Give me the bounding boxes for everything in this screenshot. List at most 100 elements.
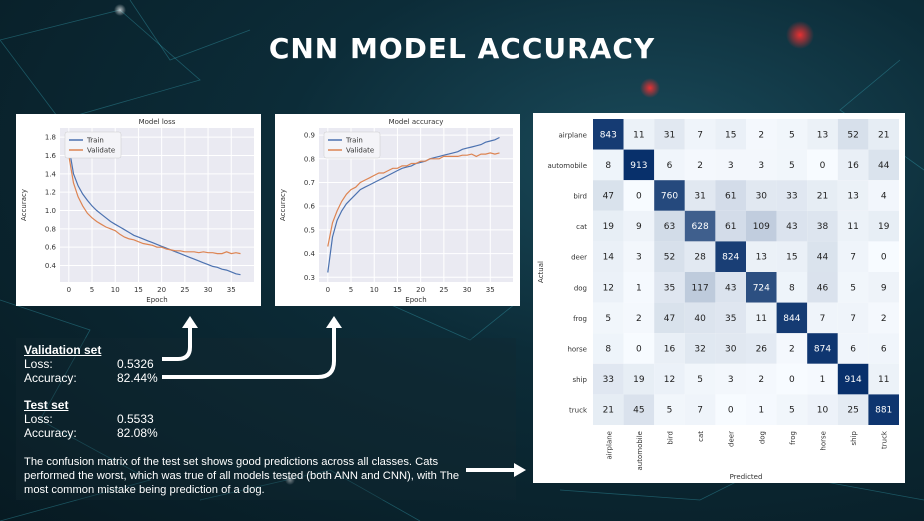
cm-cell xyxy=(868,180,899,211)
test-loss-value: 0.5533 xyxy=(117,412,154,426)
y-tick-label: 1.2 xyxy=(45,189,56,197)
x-tick-label: 5 xyxy=(90,286,94,294)
cm-cell-value: 19 xyxy=(603,222,615,232)
cm-cell-value: 13 xyxy=(817,130,828,140)
loss-chart: 0 5 10 15 20 25 30 35 0.4 0.6 0.8 1.0 1.2 1.4 1.6 1.8 Mo… xyxy=(20,118,254,304)
cm-cell xyxy=(837,302,869,334)
cm-cell-value: 881 xyxy=(875,406,892,416)
cm-cell-value: 30 xyxy=(725,345,737,355)
cm-cell xyxy=(776,272,808,303)
loss-chart-legend: Train Validate xyxy=(64,131,122,159)
loss-chart-series-validate xyxy=(68,155,241,255)
cm-col-label: frog xyxy=(789,431,797,445)
cm-cell-value: 13 xyxy=(847,192,858,202)
cm-cell-value: 2 xyxy=(697,161,703,171)
cm-cell xyxy=(593,333,624,364)
cm-cell xyxy=(746,119,777,150)
cm-cell xyxy=(837,272,869,303)
cm-cell xyxy=(807,180,838,211)
cm-cell xyxy=(807,149,838,181)
loss-chart-ylabel: Accuracy xyxy=(20,189,28,221)
cm-cell-value: 8 xyxy=(605,161,611,171)
description-text: The confusion matrix of the test set sho… xyxy=(24,456,460,496)
cm-cell xyxy=(776,180,808,211)
cm-cell-value: 63 xyxy=(664,222,675,232)
cm-row-label: horse xyxy=(567,346,587,354)
cm-cell xyxy=(654,363,685,395)
cm-cell xyxy=(684,149,716,181)
cm-cell-value: 13 xyxy=(756,253,767,263)
cm-cell xyxy=(593,119,624,150)
cm-cell-value: 0 xyxy=(636,345,642,355)
confusion-matrix-panel: 843 11 31 7 15 2 5 13 52 21 8 913 6 2 3 3 5 0 16 44 47 0 760 31… xyxy=(533,113,905,483)
cm-cell-value: 45 xyxy=(633,406,644,416)
cm-cell-value: 5 xyxy=(605,314,611,324)
cm-cell-value: 16 xyxy=(664,345,676,355)
cm-cell-value: 117 xyxy=(692,283,709,293)
cm-cell-value: 5 xyxy=(789,406,795,416)
cm-cell xyxy=(715,394,746,425)
cm-cell-value: 11 xyxy=(633,130,644,140)
legend-label: Train xyxy=(345,137,363,145)
accuracy-chart-xlabel: Epoch xyxy=(405,296,426,304)
cm-cell-value: 9 xyxy=(636,222,642,232)
cm-cell xyxy=(868,333,899,364)
cm-cell-value: 6 xyxy=(881,345,887,355)
cm-cell-value: 21 xyxy=(603,406,614,416)
cm-row-label: ship xyxy=(573,376,588,384)
cm-cell-value: 61 xyxy=(725,192,736,202)
cm-cell xyxy=(807,119,838,150)
cm-cell xyxy=(654,149,685,181)
cm-cell xyxy=(746,394,777,425)
y-tick-label: 0.8 xyxy=(304,155,315,163)
y-tick-label: 1.8 xyxy=(45,134,56,142)
validation-acc-value: 82.44% xyxy=(117,371,158,385)
cm-cell xyxy=(593,272,624,303)
validation-acc-label: Accuracy: xyxy=(24,371,77,385)
y-tick-label: 0.9 xyxy=(304,132,315,140)
validation-loss-label: Loss: xyxy=(24,357,53,371)
page-title: CNN MODEL ACCURACY xyxy=(268,32,656,65)
x-tick-label: 25 xyxy=(439,286,448,294)
y-tick-label: 0.8 xyxy=(45,225,56,233)
cm-cell xyxy=(807,272,838,303)
y-tick-label: 0.5 xyxy=(304,226,315,234)
cm-cell xyxy=(746,302,777,334)
cm-cell xyxy=(715,180,746,211)
cm-cell xyxy=(623,302,655,334)
cm-cell xyxy=(776,302,808,334)
glow-dot xyxy=(786,21,814,49)
cm-cell-value: 7 xyxy=(697,406,703,416)
cm-cell xyxy=(807,302,838,334)
cm-ylabel: Actual xyxy=(537,261,545,283)
cm-cell-value: 30 xyxy=(756,192,768,202)
cm-cell-value: 3 xyxy=(728,375,734,385)
cm-row-label: cat xyxy=(576,223,587,231)
cm-cell-value: 1 xyxy=(820,375,826,385)
cm-cell-value: 2 xyxy=(758,130,764,140)
cm-col-label: deer xyxy=(728,431,736,447)
cm-cell-value: 5 xyxy=(667,406,673,416)
cm-cell xyxy=(593,210,624,242)
cm-cell-value: 3 xyxy=(728,161,734,171)
cm-cell xyxy=(837,180,869,211)
y-tick-label: 1.4 xyxy=(45,170,57,178)
test-loss-label: Loss: xyxy=(24,412,53,426)
cm-cell-value: 7 xyxy=(697,130,703,140)
cm-cell xyxy=(837,149,869,181)
cm-cell xyxy=(715,119,746,150)
loss-chart-panel: 0 5 10 15 20 25 30 35 0.4 0.6 0.8 1.0 1.2 1.4 1.6 1.8 Mo… xyxy=(16,114,261,306)
cm-cell-value: 35 xyxy=(664,283,675,293)
cm-cell xyxy=(623,180,655,211)
cm-cell-value: 31 xyxy=(664,130,675,140)
cm-cell-value: 19 xyxy=(633,375,645,385)
cm-cell xyxy=(807,210,838,242)
cm-cell xyxy=(746,333,777,364)
x-tick-label: 15 xyxy=(134,286,143,294)
cm-cell-value: 5 xyxy=(850,283,856,293)
validation-loss-value: 0.5326 xyxy=(117,357,154,371)
cm-cell xyxy=(654,180,685,211)
cm-cell xyxy=(776,363,808,395)
cm-cell xyxy=(837,394,869,425)
legend-label: Validate xyxy=(346,147,374,155)
